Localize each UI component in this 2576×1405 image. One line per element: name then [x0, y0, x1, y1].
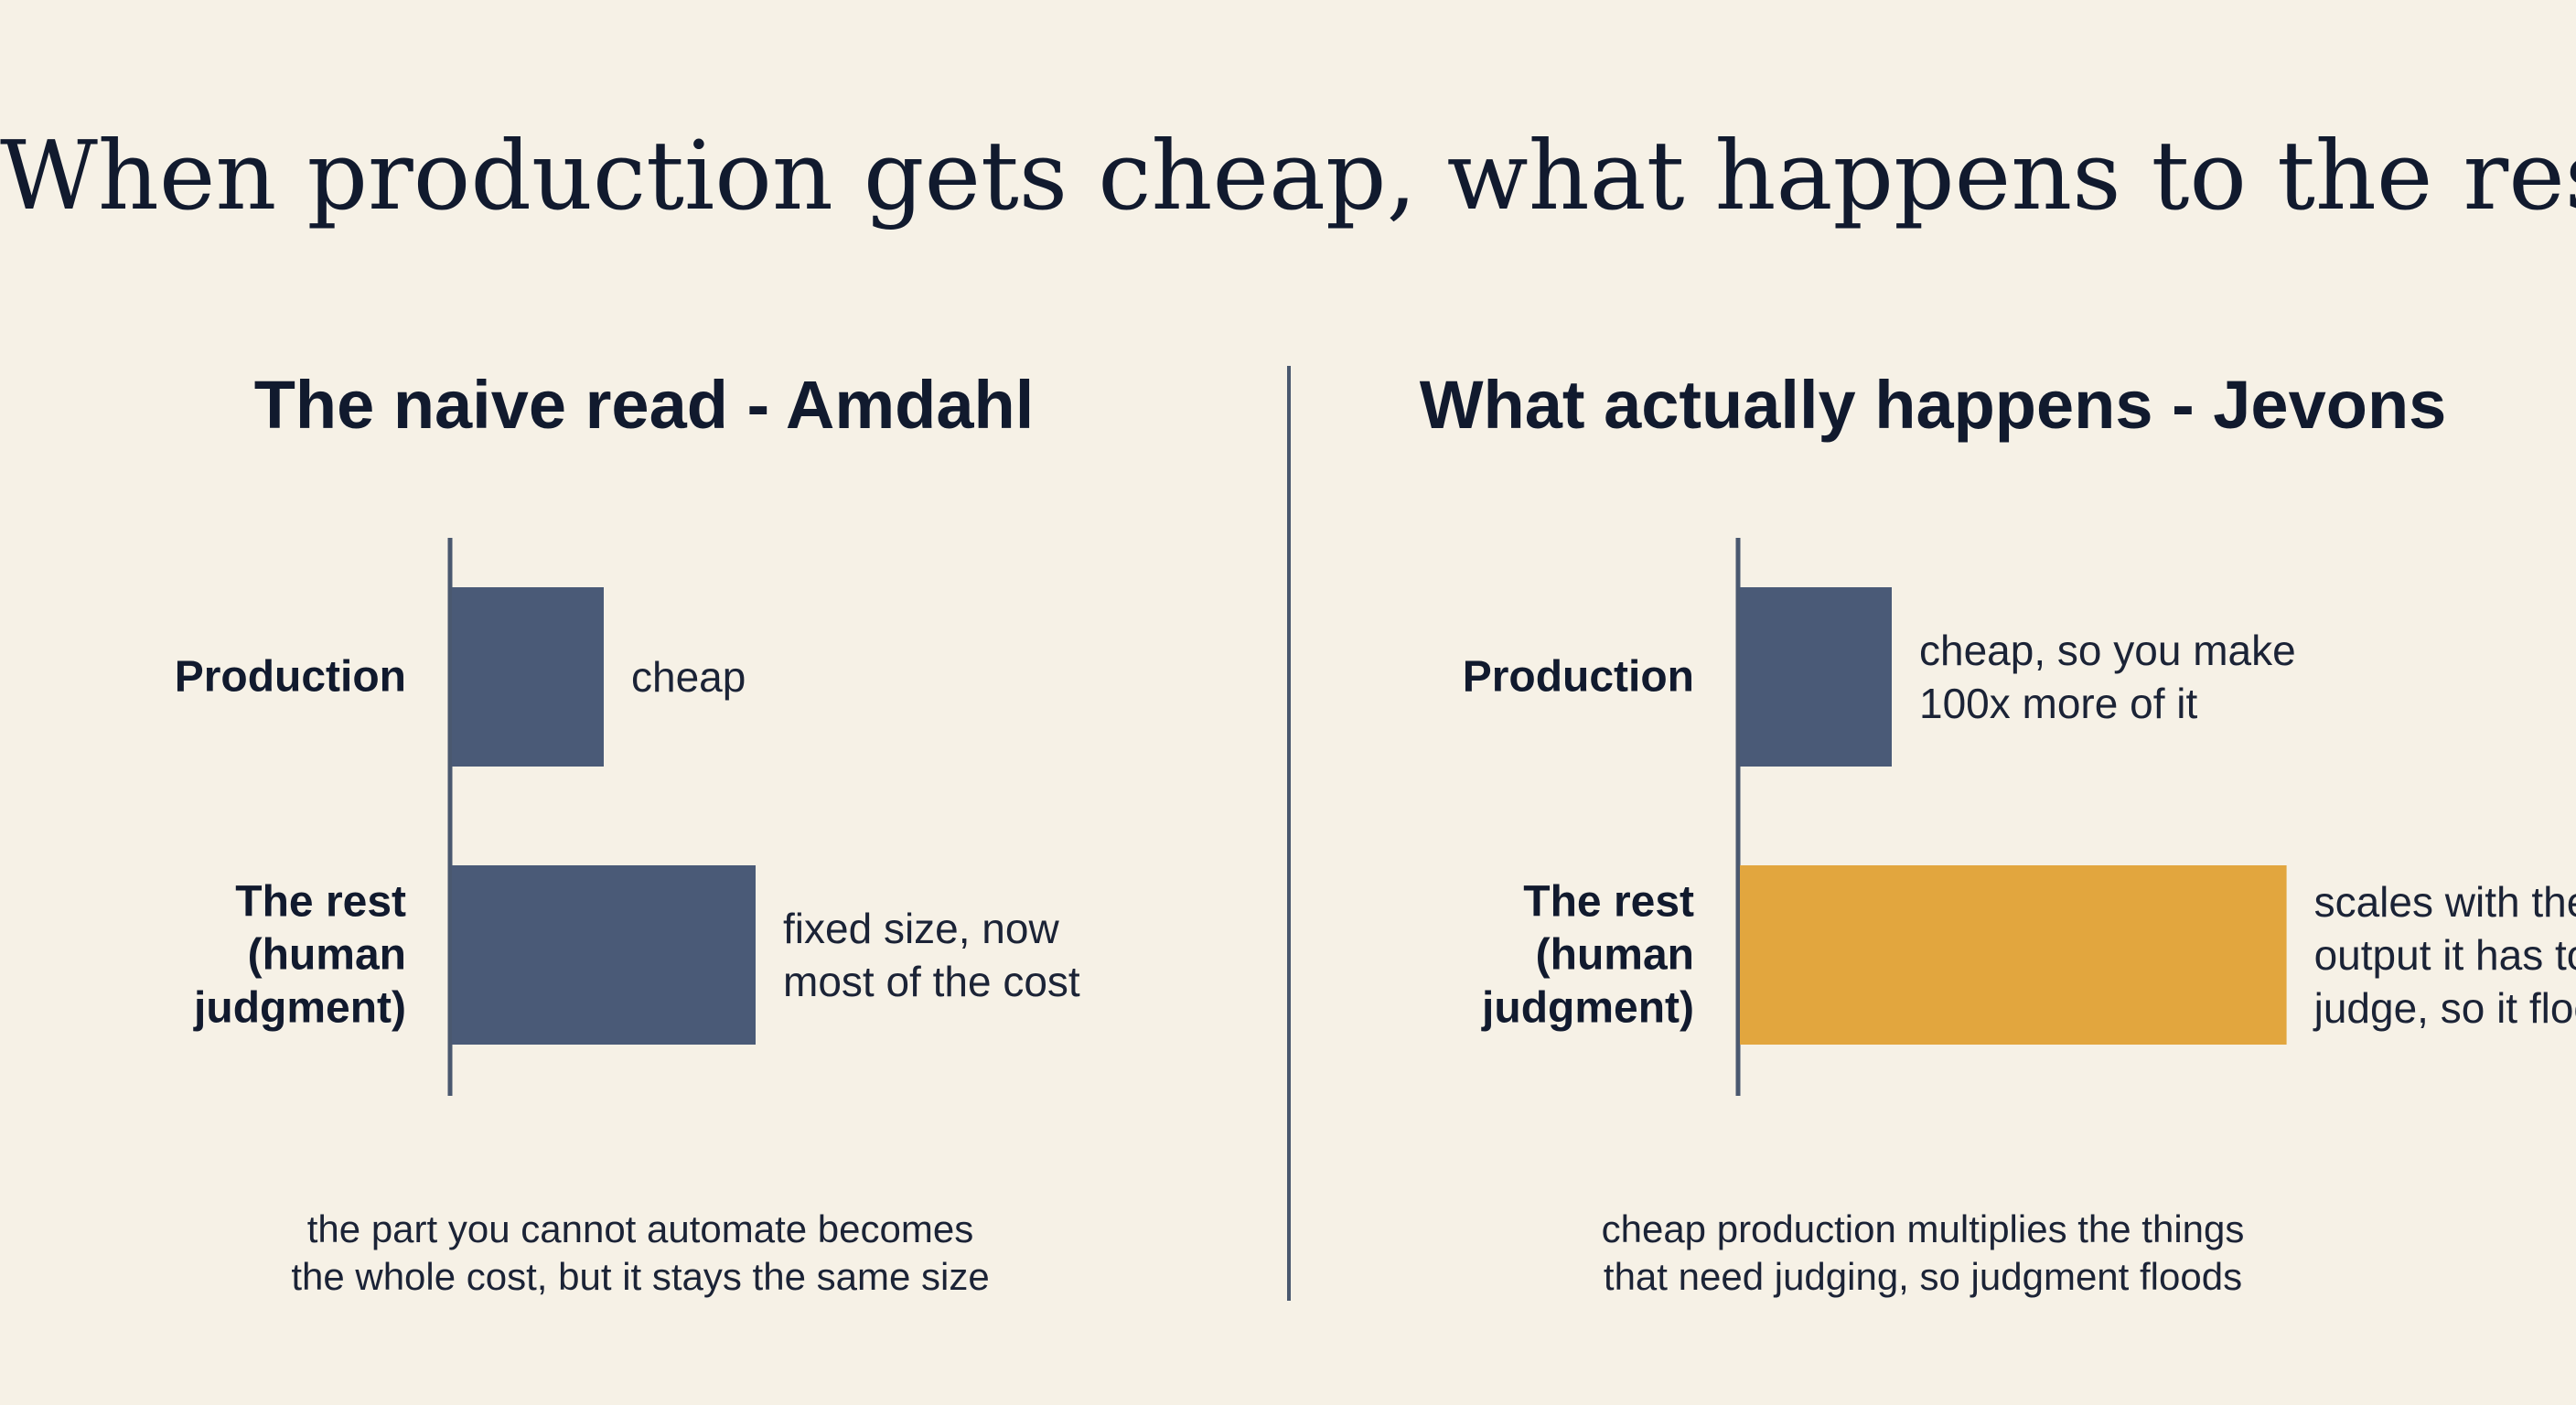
bar-annotation: most of the cost	[783, 958, 1080, 1005]
bar-annotation: cheap	[631, 653, 746, 701]
bar-the-rest	[452, 865, 756, 1045]
bar-annotation: cheap, so you make	[1919, 627, 2296, 674]
bar-annotation: 100x more of it	[1919, 680, 2197, 727]
bar-annotation: scales with the	[2314, 878, 2576, 926]
category-label: judgment)	[193, 984, 406, 1033]
chart-title-jevons: What actually happens - Jevons	[1419, 367, 2447, 443]
category-label: (human	[1536, 931, 1694, 980]
panel-divider	[1287, 366, 1291, 1301]
bar-production	[452, 587, 604, 767]
caption-line: the whole cost, but it stays the same si…	[291, 1255, 990, 1298]
category-label: The rest	[235, 878, 406, 927]
bar-annotation: fixed size, now	[783, 905, 1059, 952]
caption-line: that need judging, so judgment floods	[1603, 1255, 2243, 1298]
caption-line: the part you cannot automate becomes	[306, 1207, 974, 1250]
chart-title-amdahl: The naive read - Amdahl	[253, 367, 1035, 443]
category-label: (human	[248, 931, 406, 980]
category-label: The rest	[1523, 878, 1694, 927]
bar-production	[1740, 587, 1892, 767]
caption-amdahl: the part you cannot automate becomes the…	[137, 1206, 1143, 1301]
category-label: Production	[175, 653, 406, 702]
caption-jevons: cheap production multiplies the things t…	[1420, 1206, 2426, 1301]
category-label: judgment)	[1481, 984, 1694, 1033]
page-title: When production gets cheap, what happens…	[0, 120, 2576, 231]
bar-the-rest	[1740, 865, 2287, 1045]
category-label: Production	[1463, 653, 1694, 702]
bar-annotation: judge, so it floods	[2313, 984, 2576, 1032]
chart-jevons: Production cheap, so you make 100x more of…	[1463, 538, 2576, 1096]
bar-annotation: output it has to	[2314, 931, 2576, 979]
caption-line: cheap production multiplies the things	[1601, 1207, 2245, 1250]
